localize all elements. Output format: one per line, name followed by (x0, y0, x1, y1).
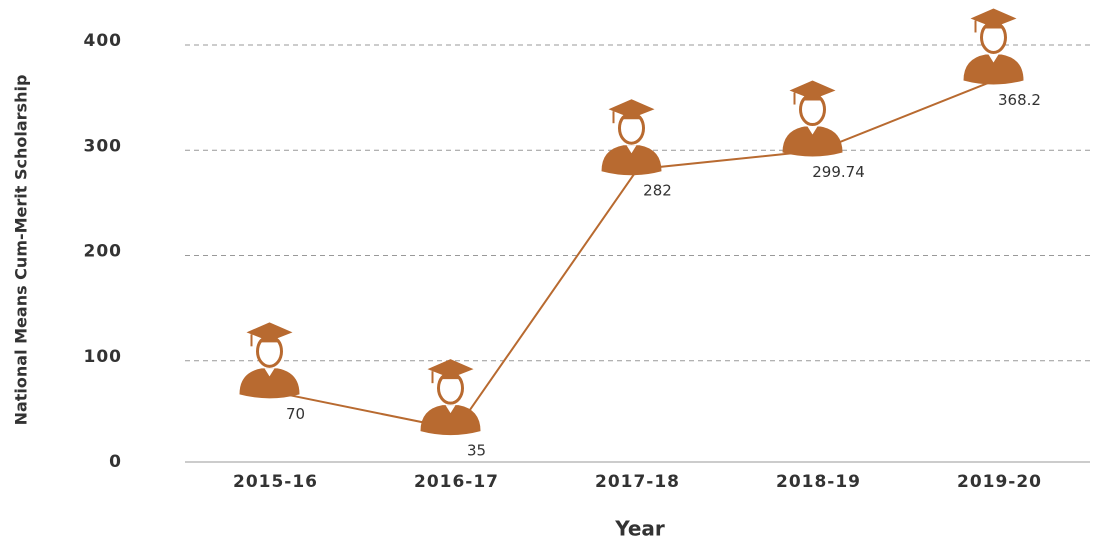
data-label: 70 (286, 405, 305, 423)
x-tick-label: 2019-20 (957, 472, 1042, 492)
icon-hair (618, 113, 645, 126)
data-label: 35 (467, 442, 486, 460)
icon-hair (799, 94, 826, 107)
icon-cap (608, 99, 655, 119)
y-axis-title: National Means Cum-Merit Scholarship (12, 75, 31, 426)
icon-collar (807, 126, 818, 135)
graduate-icon (420, 359, 481, 436)
icon-hair (256, 336, 283, 349)
graduate-icon (239, 322, 300, 399)
icon-cap (789, 80, 836, 100)
y-tick-label: 300 (84, 136, 123, 156)
data-label: 368.2 (998, 91, 1041, 109)
icon-collar (264, 368, 275, 377)
graduate-icon (782, 80, 843, 157)
icon-collar (988, 54, 999, 63)
icon-cap (970, 8, 1017, 28)
icon-collar (445, 405, 456, 414)
y-tick-label: 200 (84, 242, 123, 262)
icon-cap (427, 359, 474, 379)
graduate-icon (601, 99, 662, 176)
data-label: 299.74 (812, 163, 865, 181)
icon-hair (980, 22, 1007, 35)
icon-shoulders (601, 145, 662, 176)
icon-hair (437, 373, 464, 386)
x-axis-title: Year (614, 517, 665, 541)
y-tick-label: 0 (109, 452, 122, 472)
x-tick-label: 2017-18 (595, 472, 680, 492)
data-label: 282 (643, 182, 672, 200)
icon-shoulders (963, 54, 1024, 85)
graduate-icon (963, 8, 1024, 85)
icon-shoulders (420, 405, 481, 436)
y-tick-label: 400 (84, 31, 123, 51)
y-tick-label: 100 (84, 347, 123, 367)
x-tick-label: 2018-19 (776, 472, 861, 492)
icon-cap (246, 322, 293, 342)
icon-shoulders (782, 126, 843, 157)
x-tick-label: 2015-16 (233, 472, 318, 492)
x-tick-label: 2016-17 (414, 472, 499, 492)
icon-collar (626, 145, 637, 154)
icon-shoulders (239, 368, 300, 399)
